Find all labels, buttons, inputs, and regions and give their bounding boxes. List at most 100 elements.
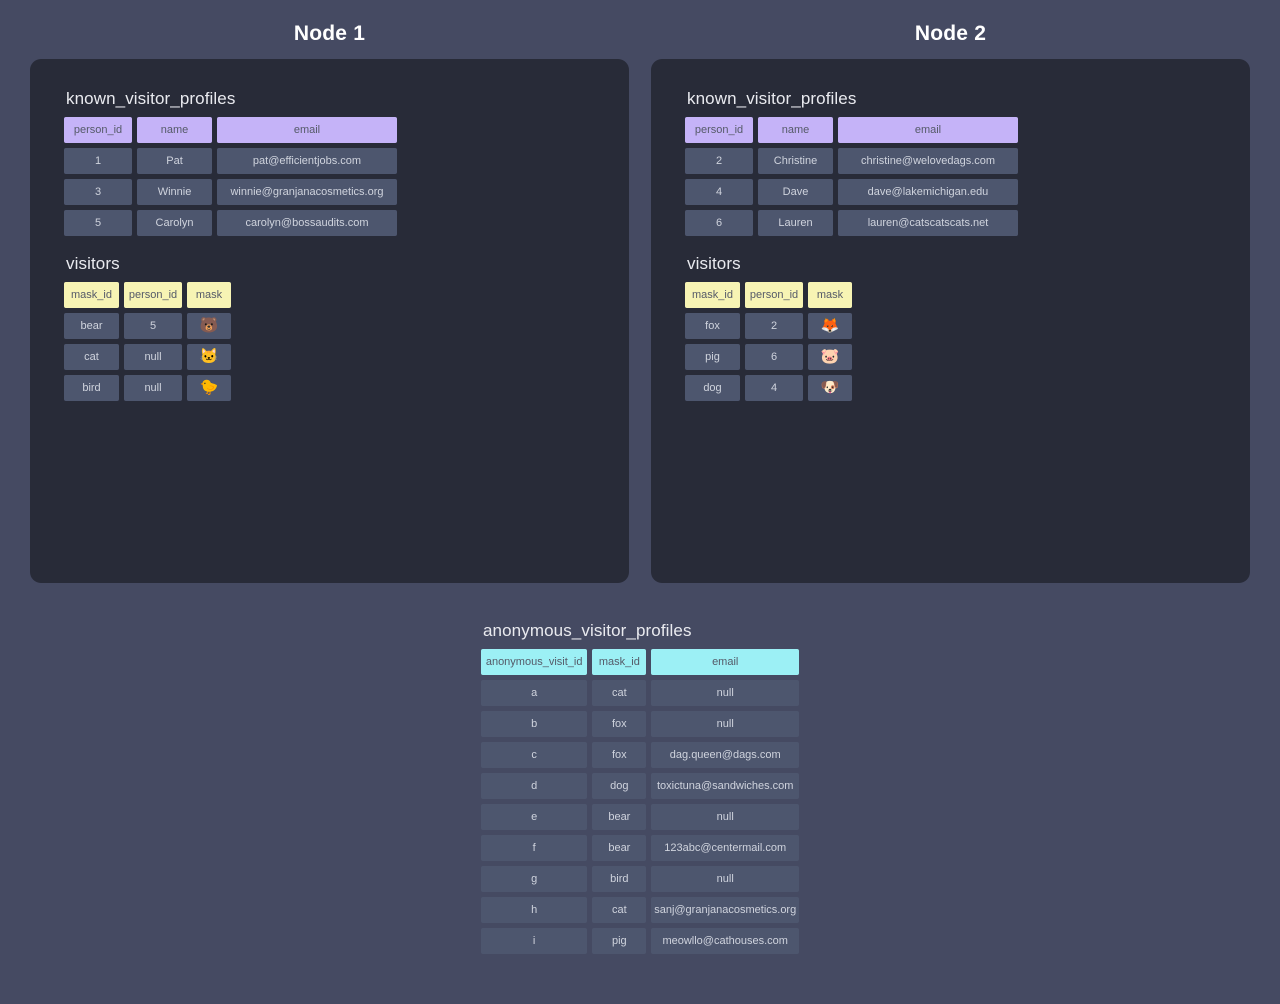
column-header-mask-id: mask_id [64,282,119,308]
node-1-card: known_visitor_profiles person_id name email… [30,59,629,583]
column-header-anonymous-visit-id: anonymous_visit_id [481,649,588,675]
table-header-row: person_id name email [64,117,629,143]
cell-anonymous-visit-id: b [481,711,588,737]
cell-person-id: 5 [124,313,182,339]
table-row: f bear 123abc@centermail.com [481,835,800,861]
cell-email: lauren@catscatscats.net [838,210,1018,236]
cell-mask: 🐱 [187,344,231,370]
table-known-visitor-profiles: known_visitor_profiles person_id name email… [685,89,1250,236]
table-title: visitors [687,254,741,273]
cell-email: null [651,711,800,737]
table-header-row: anonymous_visit_id mask_id email [481,649,800,675]
cell-person-id: null [124,375,182,401]
table-grid: person_id name email 1 Pat pat@efficientjobs.… [64,117,629,236]
cell-mask-id: dog [592,773,647,799]
cell-mask-id: pig [685,344,740,370]
cell-mask-id: pig [592,928,647,954]
cell-mask: 🐤 [187,375,231,401]
column-header-email: email [838,117,1018,143]
table-header-row: person_id name email [685,117,1250,143]
cell-person-id: 1 [64,148,132,174]
table-row: 3 Winnie winnie@granjanacosmetics.org [64,179,629,205]
cell-email: toxictuna@sandwiches.com [651,773,800,799]
table-title: known_visitor_profiles [687,89,857,108]
table-row: 6 Lauren lauren@catscatscats.net [685,210,1250,236]
cell-person-id: 4 [745,375,803,401]
table-row: g bird null [481,866,800,892]
cell-email: winnie@granjanacosmetics.org [217,179,397,205]
table-header-row: mask_id person_id mask [685,282,1250,308]
column-header-mask: mask [808,282,852,308]
cell-anonymous-visit-id: i [481,928,588,954]
cell-mask: 🦊 [808,313,852,339]
table-row: bear 5 🐻 [64,313,629,339]
node-cards-row: known_visitor_profiles person_id name email… [0,59,1280,583]
column-header-person-id: person_id [745,282,803,308]
cell-anonymous-visit-id: e [481,804,588,830]
column-header-email: email [651,649,800,675]
cell-mask-id: bear [592,835,647,861]
table-row: h cat sanj@granjanacosmetics.org [481,897,800,923]
cell-mask: 🐶 [808,375,852,401]
table-title: visitors [66,254,120,273]
cell-email: meowllo@cathouses.com [651,928,800,954]
cell-email: dag.queen@dags.com [651,742,800,768]
cell-anonymous-visit-id: c [481,742,588,768]
column-header-person-id: person_id [124,282,182,308]
table-grid: person_id name email 2 Christine christine@we… [685,117,1250,236]
table-row: e bear null [481,804,800,830]
table-row: cat null 🐱 [64,344,629,370]
table-row: 5 Carolyn carolyn@bossaudits.com [64,210,629,236]
table-row: a cat null [481,680,800,706]
cell-mask-id: cat [592,897,647,923]
cell-email: null [651,680,800,706]
column-header-mask: mask [187,282,231,308]
cell-email: null [651,804,800,830]
table-row: b fox null [481,711,800,737]
cell-name: Pat [137,148,212,174]
column-header-person-id: person_id [64,117,132,143]
table-visitors: visitors mask_id person_id mask fox 2 🦊 pig 6 🐷 do… [685,254,1250,401]
cell-email: sanj@granjanacosmetics.org [651,897,800,923]
cell-email: 123abc@centermail.com [651,835,800,861]
column-header-name: name [137,117,212,143]
column-header-mask-id: mask_id [685,282,740,308]
cell-mask: 🐻 [187,313,231,339]
table-row: dog 4 🐶 [685,375,1250,401]
table-row: d dog toxictuna@sandwiches.com [481,773,800,799]
table-row: bird null 🐤 [64,375,629,401]
cell-mask-id: cat [64,344,119,370]
cell-anonymous-visit-id: h [481,897,588,923]
cell-person-id: 4 [685,179,753,205]
cell-person-id: 3 [64,179,132,205]
cell-mask-id: fox [685,313,740,339]
cell-anonymous-visit-id: d [481,773,588,799]
cell-mask-id: bird [64,375,119,401]
cell-person-id: 2 [685,148,753,174]
column-header-person-id: person_id [685,117,753,143]
cell-email: pat@efficientjobs.com [217,148,397,174]
anonymous-visitor-profiles-section: anonymous_visitor_profiles anonymous_visi… [0,621,1280,972]
table-header-row: mask_id person_id mask [64,282,629,308]
cell-mask: 🐷 [808,344,852,370]
column-header-name: name [758,117,833,143]
cell-mask-id: bear [592,804,647,830]
table-title: known_visitor_profiles [66,89,236,108]
cell-name: Carolyn [137,210,212,236]
cell-name: Dave [758,179,833,205]
cell-mask-id: fox [592,711,647,737]
table-grid: mask_id person_id mask bear 5 🐻 cat null 🐱 bird nu… [64,282,629,401]
cell-person-id: 2 [745,313,803,339]
table-title: anonymous_visitor_profiles [483,621,692,640]
column-header-email: email [217,117,397,143]
table-anonymous-visitor-profiles: anonymous_visitor_profiles anonymous_visi… [481,621,800,954]
cell-name: Christine [758,148,833,174]
cell-anonymous-visit-id: g [481,866,588,892]
table-known-visitor-profiles: known_visitor_profiles person_id name email… [64,89,629,236]
cell-person-id: null [124,344,182,370]
cell-anonymous-visit-id: a [481,680,588,706]
cell-mask-id: cat [592,680,647,706]
cell-person-id: 6 [745,344,803,370]
table-row: 2 Christine christine@welovedags.com [685,148,1250,174]
table-row: c fox dag.queen@dags.com [481,742,800,768]
